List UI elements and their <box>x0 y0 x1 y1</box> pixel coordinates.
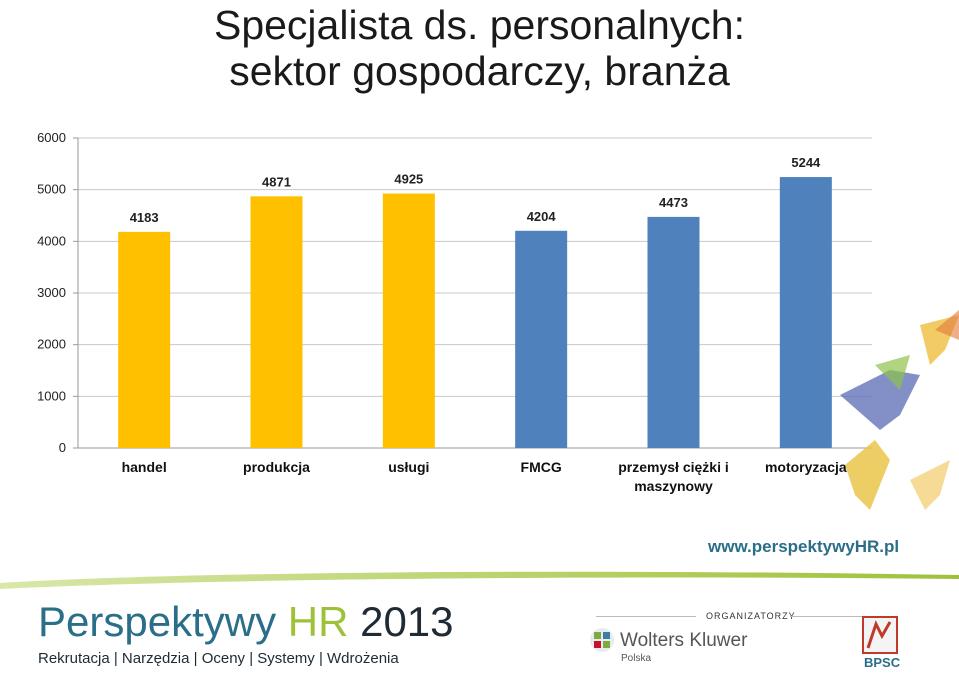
y-tick-label: 6000 <box>37 130 66 145</box>
brand-part1: Perspektywy <box>38 598 288 645</box>
bars <box>118 177 832 448</box>
wolters-kluwer-logo-icon <box>590 628 614 652</box>
bird-shape-green <box>875 355 910 390</box>
x-category-label: FMCG <box>521 459 562 475</box>
x-category-label-line: FMCG <box>521 459 562 475</box>
y-tick-label: 4000 <box>37 233 66 248</box>
bird-shape-small <box>910 460 950 510</box>
bird-shape-yellow <box>845 440 890 510</box>
category-labels: handel produkcja usługi FMCG przemysł ciężki… <box>122 459 847 494</box>
x-category-label: produkcja <box>243 459 310 475</box>
bar <box>118 231 171 448</box>
organizer-1-name: Wolters Kluwer <box>620 630 748 651</box>
organizer-1-country: Polska <box>621 653 652 664</box>
x-category-label: motoryzacja <box>765 459 847 475</box>
footer-stripe <box>0 571 959 589</box>
x-category-label-line: maszynowy <box>634 478 713 494</box>
x-category-label-line: motoryzacja <box>765 459 847 475</box>
y-tick-label: 1000 <box>37 388 66 403</box>
slide-title: Specjalista ds. personalnych: sektor gos… <box>0 2 959 94</box>
y-axis-ticks: 0 1000 2000 3000 4000 5000 6000 <box>37 130 66 455</box>
slide-title-line2: sektor gospodarczy, branża <box>229 48 730 94</box>
organizers-divider-left <box>596 616 696 617</box>
organizers-label: ORGANIZATORZY <box>706 611 796 621</box>
data-label: 4871 <box>262 174 291 189</box>
bird-shape-blue <box>840 370 920 430</box>
y-tick-label: 0 <box>59 440 66 455</box>
bar <box>382 193 435 448</box>
bar <box>647 216 700 448</box>
x-category-label-line: produkcja <box>243 459 310 475</box>
data-label: 4204 <box>527 209 557 224</box>
website-url[interactable]: www.perspektywyHR.pl <box>708 537 900 556</box>
data-label: 4473 <box>659 195 688 210</box>
data-label: 4183 <box>130 210 159 225</box>
y-tick-label: 2000 <box>37 337 66 352</box>
bar <box>250 196 303 448</box>
event-brand-logo: Perspektywy HR 2013 <box>38 598 454 646</box>
y-tick-label: 5000 <box>37 182 66 197</box>
brand-part2: HR <box>287 598 349 645</box>
slide-title-line1: Specjalista ds. personalnych: <box>213 2 746 48</box>
bpsc-logo-icon <box>862 616 898 654</box>
x-category-label: handel <box>122 459 167 475</box>
organizers-divider-right <box>790 616 890 617</box>
x-category-label: usługi <box>388 459 429 475</box>
organizer-2-name: BPSC <box>864 655 901 670</box>
event-tagline: Rekrutacja | Narzędzia | Oceny | Systemy… <box>38 650 399 667</box>
gridlines <box>73 137 872 449</box>
x-category-label-line: usługi <box>388 459 429 475</box>
brand-year: 2013 <box>348 598 454 645</box>
y-tick-label: 3000 <box>37 285 66 300</box>
bar <box>515 230 568 448</box>
origami-birds-decoration <box>840 310 959 510</box>
bar-chart: 0 1000 2000 3000 4000 5000 6000 4183 4871 4925 42… <box>37 130 872 494</box>
x-category-label: przemysł ciężki i maszynowy <box>618 459 729 494</box>
data-label: 4925 <box>394 172 423 187</box>
x-category-label-line: handel <box>122 459 167 475</box>
data-label: 5244 <box>791 155 821 170</box>
data-labels: 4183 4871 4925 4204 4473 5244 <box>130 155 821 225</box>
bird-shape-top-wing <box>935 310 959 340</box>
x-category-label-line: przemysł ciężki i <box>618 459 729 475</box>
bar <box>779 177 832 448</box>
